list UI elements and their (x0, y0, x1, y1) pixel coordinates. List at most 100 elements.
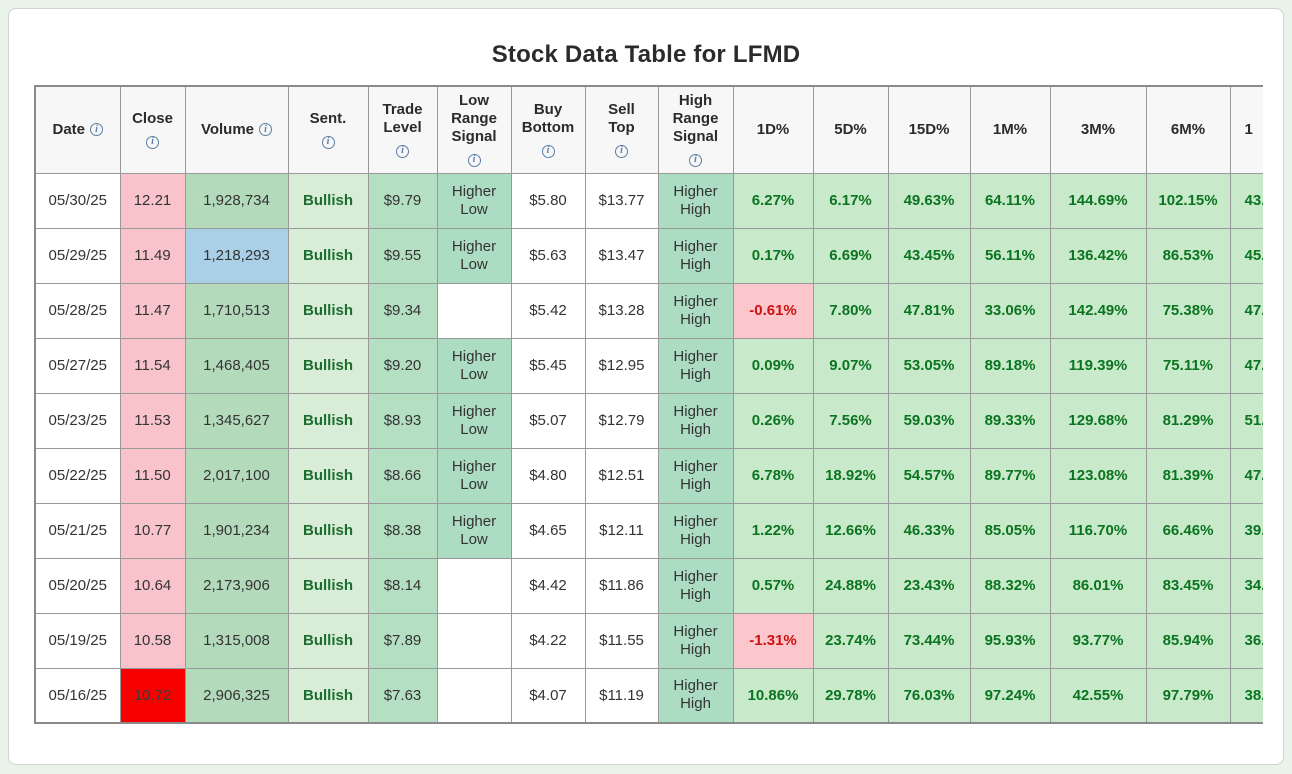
col-header-y1: 1 (1229, 85, 1263, 174)
col-header-label: Level (383, 119, 422, 137)
cell-buy: $4.22 (510, 612, 586, 669)
cell-buy: $5.80 (510, 172, 586, 229)
col-header-d5: 5D% (812, 85, 889, 174)
cell-date: 05/23/25 (34, 392, 121, 449)
info-icon[interactable]: i (321, 135, 335, 149)
cell-close: 11.50 (119, 447, 186, 504)
cell-sell: $11.86 (584, 557, 659, 614)
cell-volume: 1,315,008 (184, 612, 289, 669)
col-header-label: 5D% (834, 120, 867, 138)
cell-m3: 144.69% (1049, 172, 1147, 229)
cell-d15: 49.63% (887, 172, 971, 229)
info-icon[interactable]: i (259, 123, 273, 137)
col-header-label: Buy (533, 101, 563, 119)
table-row: 05/22/25 11.50 2,017,100 Bullish $8.66 Higher… (34, 447, 1263, 504)
info-icon[interactable]: i (90, 123, 103, 137)
info-icon[interactable]: i (615, 144, 628, 158)
cell-trade: $7.89 (367, 612, 438, 669)
cell-low_signal: Higher Low (436, 227, 512, 284)
cell-trade: $8.93 (367, 392, 438, 449)
info-icon[interactable]: i (396, 144, 409, 158)
cell-m3: 142.49% (1049, 282, 1147, 339)
info-icon[interactable]: i (146, 135, 159, 149)
cell-close: 10.58 (119, 612, 186, 669)
cell-d1: -1.31% (732, 612, 814, 669)
cell-m6: 81.39% (1145, 447, 1231, 504)
col-header-label: Sell (608, 101, 635, 119)
table-row: 05/23/25 11.53 1,345,627 Bullish $8.93 Higher… (34, 392, 1263, 449)
table-row: 05/19/25 10.58 1,315,008 Bullish $7.89 $4.22 $… (34, 612, 1263, 669)
cell-d15: 59.03% (887, 392, 971, 449)
cell-d5: 24.88% (812, 557, 889, 614)
cell-y1: 47. (1229, 282, 1263, 339)
col-header-label: Top (608, 119, 635, 137)
cell-d15: 43.45% (887, 227, 971, 284)
cell-close: 11.54 (119, 337, 186, 394)
table-row: 05/16/25 10.72 2,906,325 Bullish $7.63 $4.07 $… (34, 667, 1263, 724)
cell-m6: 85.94% (1145, 612, 1231, 669)
cell-low_signal: Higher Low (436, 337, 512, 394)
cell-m3: 116.70% (1049, 502, 1147, 559)
cell-high_signal: Higher High (657, 557, 734, 614)
col-header-label: Volume (200, 120, 255, 138)
table-row: 05/30/25 12.21 1,928,734 Bullish $9.79 Higher… (34, 172, 1263, 229)
cell-date: 05/16/25 (34, 667, 121, 724)
col-header-label: Date (52, 120, 85, 138)
cell-close: 10.64 (119, 557, 186, 614)
info-icon[interactable]: i (689, 153, 702, 167)
cell-d1: 0.26% (732, 392, 814, 449)
info-icon[interactable]: i (467, 153, 481, 167)
cell-date: 05/22/25 (34, 447, 121, 504)
cell-trade: $9.20 (367, 337, 438, 394)
table-row: 05/21/25 10.77 1,901,234 Bullish $8.38 Higher… (34, 502, 1263, 559)
cell-d5: 7.80% (812, 282, 889, 339)
col-header-m1: 1M% (969, 85, 1051, 174)
cell-d1: 6.78% (732, 447, 814, 504)
col-header-label: Range (451, 110, 497, 128)
cell-m1: 64.11% (969, 172, 1051, 229)
cell-trade: $8.66 (367, 447, 438, 504)
cell-high_signal: Higher High (657, 227, 734, 284)
cell-m6: 75.38% (1145, 282, 1231, 339)
col-header-low_signal: Low Range Signal i (436, 85, 512, 174)
cell-d5: 18.92% (812, 447, 889, 504)
cell-y1: 51. (1229, 392, 1263, 449)
table-row: 05/29/25 11.49 1,218,293 Bullish $9.55 Higher… (34, 227, 1263, 284)
cell-d15: 73.44% (887, 612, 971, 669)
cell-volume: 2,173,906 (184, 557, 289, 614)
cell-high_signal: Higher High (657, 392, 734, 449)
cell-d1: 6.27% (732, 172, 814, 229)
cell-volume: 1,218,293 (184, 227, 289, 284)
cell-m1: 56.11% (969, 227, 1051, 284)
cell-trade: $9.55 (367, 227, 438, 284)
col-header-m3: 3M% (1049, 85, 1147, 174)
col-header-label: 6M% (1170, 120, 1206, 138)
cell-d5: 9.07% (812, 337, 889, 394)
cell-close: 11.47 (119, 282, 186, 339)
cell-high_signal: Higher High (657, 447, 734, 504)
cell-high_signal: Higher High (657, 172, 734, 229)
cell-m6: 97.79% (1145, 667, 1231, 724)
cell-d5: 7.56% (812, 392, 889, 449)
cell-d5: 12.66% (812, 502, 889, 559)
table-scroll-area[interactable]: Date i Close i Volume i Sent. i Trade Level i Low Ra… (34, 85, 1263, 724)
cell-m1: 88.32% (969, 557, 1051, 614)
cell-date: 05/27/25 (34, 337, 121, 394)
cell-low_signal: Higher Low (436, 392, 512, 449)
cell-high_signal: Higher High (657, 612, 734, 669)
cell-sell: $12.79 (584, 392, 659, 449)
cell-y1: 38. (1229, 667, 1263, 724)
cell-sent: Bullish (287, 667, 369, 724)
cell-sell: $12.95 (584, 337, 659, 394)
cell-m6: 81.29% (1145, 392, 1231, 449)
cell-sell: $13.77 (584, 172, 659, 229)
cell-sent: Bullish (287, 227, 369, 284)
cell-high_signal: Higher High (657, 337, 734, 394)
cell-date: 05/21/25 (34, 502, 121, 559)
content-card: Stock Data Table for LFMD Date i Close i Vol… (8, 8, 1284, 765)
info-icon[interactable]: i (541, 144, 555, 158)
cell-buy: $4.07 (510, 667, 586, 724)
cell-d1: 0.09% (732, 337, 814, 394)
cell-sent: Bullish (287, 447, 369, 504)
cell-m3: 42.55% (1049, 667, 1147, 724)
